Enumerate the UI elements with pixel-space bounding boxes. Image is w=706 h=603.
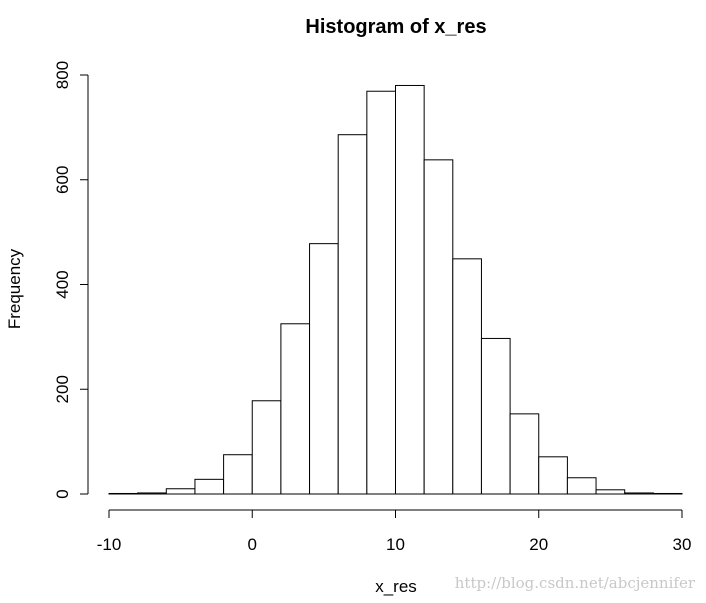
histogram-bar xyxy=(223,454,253,495)
histogram-bar xyxy=(452,258,482,495)
histogram-bar xyxy=(366,90,397,495)
watermark-text: http://blog.csdn.net/abcjennifer xyxy=(455,574,696,592)
histogram-bar xyxy=(480,337,511,495)
x-axis-label: x_res xyxy=(375,577,417,596)
histogram-bar xyxy=(337,134,368,495)
histogram-bar xyxy=(194,478,225,495)
histogram-bar xyxy=(395,84,425,495)
y-tick-label: 0 xyxy=(53,489,72,498)
y-tick-label: 600 xyxy=(53,166,72,194)
histogram-bar xyxy=(251,400,282,495)
histogram-bar xyxy=(423,159,454,495)
histogram-bar xyxy=(566,477,597,495)
histogram-bar xyxy=(280,323,311,495)
bars-group xyxy=(108,84,683,495)
histogram-bar xyxy=(595,489,626,495)
x-tick-label: 30 xyxy=(673,535,692,554)
x-tick-label: 0 xyxy=(248,535,257,554)
x-tick-label: 20 xyxy=(529,535,548,554)
chart-title: Histogram of x_res xyxy=(305,16,486,38)
x-tick-label: 10 xyxy=(386,535,405,554)
histogram-bar xyxy=(624,492,654,495)
x-tick-label: -10 xyxy=(97,535,122,554)
histogram-bar xyxy=(137,492,167,495)
y-tick-label: 400 xyxy=(53,270,72,298)
y-axis-label: Frequency xyxy=(5,248,24,329)
x-axis: -10 0 10 20 30 xyxy=(97,509,692,554)
histogram-bar xyxy=(108,492,139,495)
y-tick-label: 200 xyxy=(53,375,72,403)
histogram-bar xyxy=(309,243,339,495)
y-axis: 0 200 400 600 800 xyxy=(53,61,89,499)
histogram-bar xyxy=(509,413,540,495)
histogram-bar xyxy=(652,492,683,495)
y-tick-label: 800 xyxy=(53,61,72,89)
histogram-bar xyxy=(538,456,568,495)
histogram-bar xyxy=(165,488,196,495)
